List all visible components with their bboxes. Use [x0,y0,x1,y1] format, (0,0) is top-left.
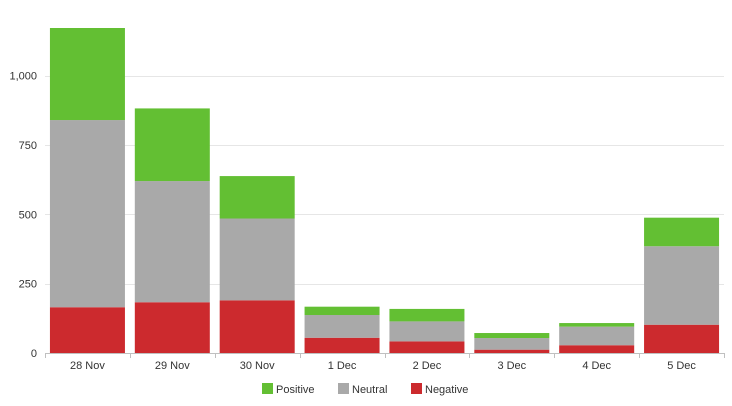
bar-segment-negative[interactable] [644,324,720,353]
bar-segment-positive[interactable] [134,108,210,182]
axes: 0 250 500 750 1,000 28 Nov 29 Nov 30 Nov 1 Dec 2 … [9,71,725,372]
bar-segment-neutral[interactable] [559,326,635,346]
x-tick-label: 30 Nov [240,360,275,372]
x-tick-label: 29 Nov [155,360,190,372]
bar-segment-positive[interactable] [644,217,720,247]
bar-segment-neutral[interactable] [134,181,210,303]
bar-segment-positive[interactable] [304,306,380,316]
bar-segment-positive[interactable] [474,333,550,339]
bar-segment-neutral[interactable] [644,246,720,325]
bar-segment-negative[interactable] [559,345,635,353]
bar-segment-neutral[interactable] [474,338,550,350]
x-tick-label: 4 Dec [582,360,611,372]
bar-segment-neutral[interactable] [389,321,465,342]
legend-label: Negative [425,384,468,396]
bar-segment-positive[interactable] [49,28,125,121]
bar-segment-positive[interactable] [219,176,295,219]
legend-swatch [411,383,422,394]
legend-label: Positive [276,384,315,396]
y-tick-label: 500 [19,209,37,221]
bar-segment-neutral[interactable] [219,218,295,301]
x-tick-label: 28 Nov [70,360,105,372]
legend-item-positive[interactable]: Positive [262,383,315,396]
bar-segment-positive[interactable] [389,308,465,322]
bar-segment-negative[interactable] [474,349,550,353]
legend-item-neutral[interactable]: Neutral [338,383,387,396]
bar-segment-negative[interactable] [304,337,380,353]
legend-label: Neutral [352,384,387,396]
bar-segment-neutral[interactable] [304,315,380,338]
y-tick-label: 0 [31,348,37,360]
x-tick-label: 2 Dec [413,360,442,372]
bar-segment-negative[interactable] [389,341,465,353]
bar-segment-negative[interactable] [219,300,295,353]
y-tick-label: 750 [19,140,37,152]
bar-segment-neutral[interactable] [49,120,125,308]
legend-swatch [262,383,273,394]
bar-segment-positive[interactable] [559,323,635,327]
y-tick-label: 1,000 [9,71,37,83]
x-tick-label: 1 Dec [328,360,357,372]
bars [49,28,720,353]
x-tick-label: 5 Dec [667,360,696,372]
legend-swatch [338,383,349,394]
bar-segment-negative[interactable] [49,307,125,353]
x-tick-label: 3 Dec [497,360,526,372]
y-tick-label: 250 [19,279,37,291]
legend: Positive Neutral Negative [262,383,468,396]
legend-item-negative[interactable]: Negative [411,383,468,396]
bar-segment-negative[interactable] [134,302,210,353]
